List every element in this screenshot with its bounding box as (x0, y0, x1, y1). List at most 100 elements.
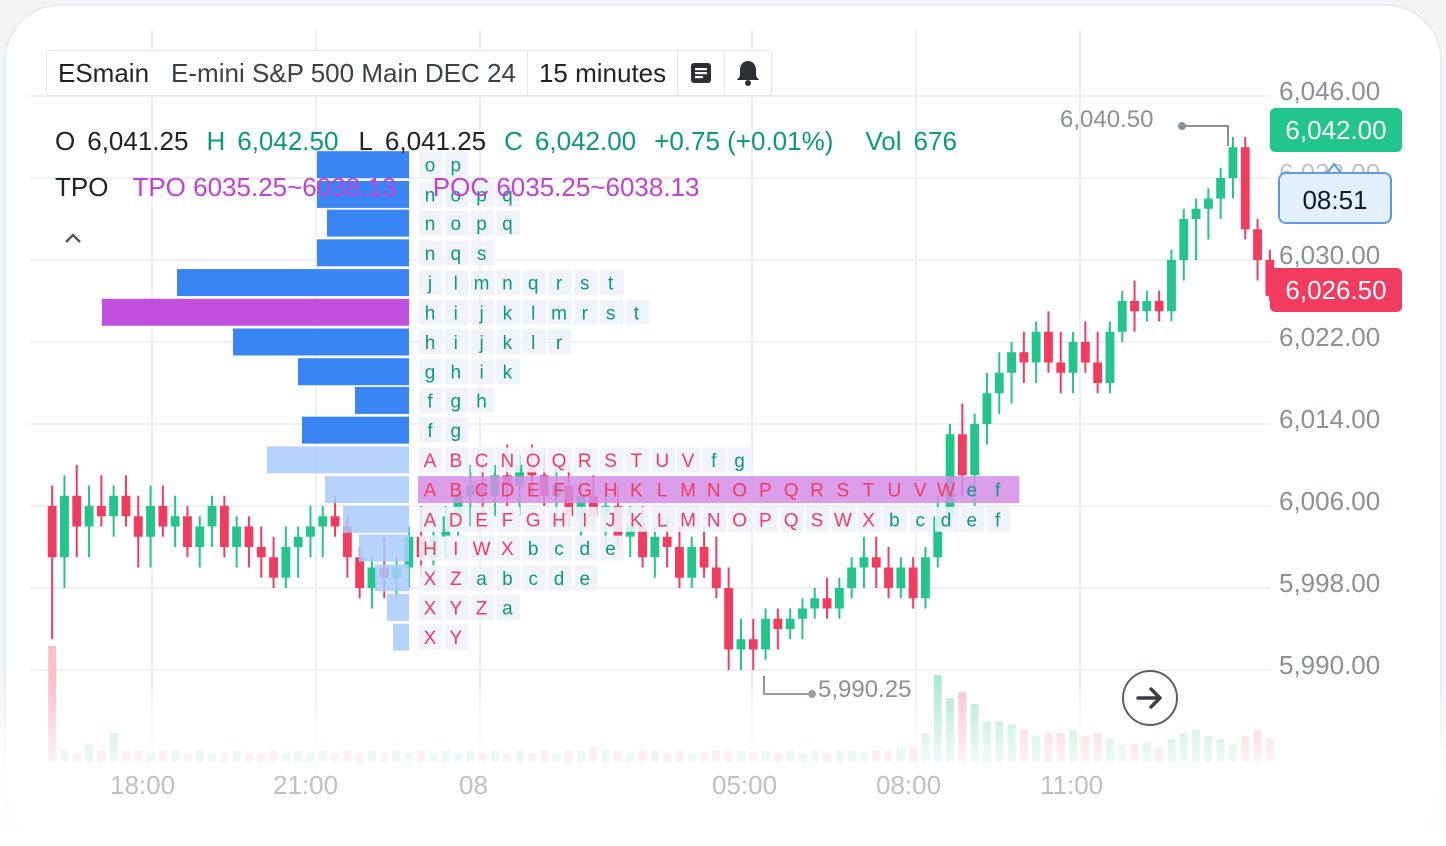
candle-body (1228, 147, 1238, 178)
tpo-cell-bg (496, 329, 521, 355)
volume-bar (614, 750, 622, 762)
interval-selector[interactable]: 15 minutes (538, 57, 667, 88)
volume-bar (392, 750, 401, 762)
candle-body (232, 526, 242, 547)
volume-bar (835, 750, 844, 762)
tpo-cell-bg (677, 447, 701, 473)
tpo-cell-bg (548, 506, 572, 532)
candle-body (699, 547, 709, 568)
tpo-cell-bg (496, 270, 521, 296)
tpo-cell-bg (496, 535, 521, 561)
candle-body (1203, 198, 1213, 209)
tpo-letter: P (759, 510, 772, 531)
tpo-letter: b (502, 569, 513, 590)
candle-body (994, 372, 1004, 394)
tpo-letter: A (424, 481, 437, 502)
volume-bar (97, 750, 106, 762)
tpo-letter: q (528, 274, 539, 295)
tpo-letter: Z (450, 569, 462, 590)
volume-bar (564, 750, 573, 762)
symbol-description[interactable]: E-mini S&P 500 Main DEC 24 (171, 57, 516, 88)
candle-body (72, 495, 82, 527)
tpo-cell-bg (444, 181, 469, 207)
tpo-letter: n (425, 185, 436, 206)
volume-bar (368, 750, 376, 762)
tpo-letter: K (630, 481, 643, 502)
tpo-letter: b (528, 539, 539, 560)
timer-pointer-icon (1326, 162, 1342, 174)
candle-body (207, 506, 217, 527)
volume-bar (220, 753, 229, 762)
candle-body (638, 526, 647, 558)
volume-bar (540, 750, 549, 762)
tpo-cell-bg (470, 506, 495, 532)
volume-bar (306, 753, 315, 762)
tpo-letter: s (606, 303, 616, 324)
notes-icon[interactable] (678, 51, 724, 95)
tpo-letter: T (863, 481, 875, 502)
tpo-cell-bg (599, 506, 624, 532)
tpo-letter: Q (784, 510, 799, 531)
candle-body (933, 516, 943, 558)
tpo-cell-bg (548, 535, 572, 561)
tpo-letter: F (553, 481, 565, 502)
profile-bar (387, 593, 409, 621)
tpo-cell-bg (960, 506, 985, 532)
tpo-cell-bg (419, 624, 443, 650)
tpo-letter: J (606, 510, 616, 531)
arrow-right-icon (1136, 687, 1162, 709)
bell-icon[interactable] (725, 51, 771, 95)
tpo-letter: C (475, 481, 489, 502)
tpo-cell-bg (470, 535, 495, 561)
tpo-letter: n (502, 274, 513, 295)
volume-bar (638, 750, 647, 762)
tpo-cell-bg (935, 506, 959, 532)
collapse-chevron-icon[interactable] (62, 226, 84, 252)
volume-bar (478, 753, 487, 762)
candle-body (47, 506, 57, 558)
volume-bar (232, 750, 241, 762)
volume-bar (896, 747, 905, 762)
tpo-letter: U (655, 451, 669, 472)
volume-bar (577, 750, 585, 762)
profile-bar (298, 358, 409, 386)
tpo-letter: B (449, 481, 462, 502)
divider (526, 51, 528, 95)
tpo-letter: f (427, 391, 433, 412)
tpo-letter: H (604, 481, 618, 502)
candle-body (724, 588, 734, 650)
tpo-letter: f (995, 510, 1001, 531)
candle-body (1167, 260, 1176, 312)
tpo-cell-bg (651, 447, 675, 473)
tpo-letter: a (502, 598, 513, 619)
profile-bar (327, 209, 409, 237)
candle-body (1179, 219, 1189, 260)
candle-body (675, 547, 684, 578)
tpo-cell-bg (470, 299, 495, 325)
tpo-legend: TPO TPO 6035.25~6038.13 POC 6035.25~6038… (55, 172, 699, 203)
symbol-toolbar: ESmain E-mini S&P 500 Main DEC 24 15 min… (46, 50, 773, 96)
tpo-letter: T (631, 451, 643, 472)
tpo-letter: t (608, 274, 614, 295)
tpo-letter: c (915, 510, 925, 531)
candle-body (871, 557, 881, 568)
candle-body (219, 506, 229, 547)
symbol-ticker[interactable]: ESmain (58, 57, 150, 88)
tpo-letter: r (556, 333, 563, 354)
tpo-letter: c (528, 569, 538, 590)
chart-canvas[interactable]: o pn o p qn o p qn q sj l m n q r s th i j k l m r s th i j k l rg h i k… (4, 4, 1442, 842)
tpo-letter: h (451, 363, 462, 384)
tpo-cell-bg (444, 270, 469, 296)
tpo-cell-bg (496, 181, 521, 207)
tpo-cell-bg (496, 565, 521, 591)
profile-bar (375, 564, 409, 592)
candle-body (1080, 342, 1090, 363)
volume-bar (773, 753, 782, 762)
candle-body (1130, 301, 1139, 312)
volume-bar (552, 753, 561, 762)
scroll-to-realtime-button[interactable] (1122, 670, 1178, 726)
tpo-letter: H (552, 510, 566, 531)
tpo-cell-bg (470, 387, 495, 413)
tpo-letter: b (889, 510, 900, 531)
tpo-letter: E (527, 481, 540, 502)
